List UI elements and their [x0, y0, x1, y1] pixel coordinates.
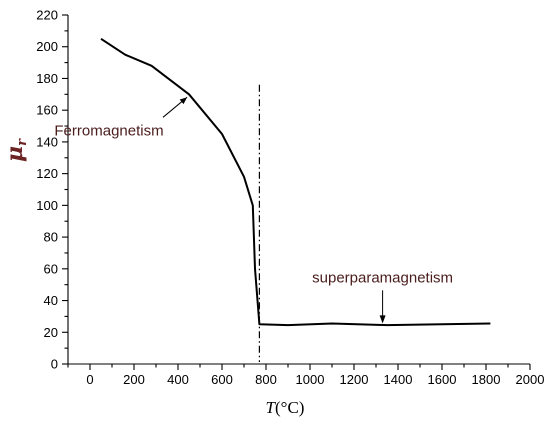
x-tick-label: 1200 [340, 372, 369, 387]
superparamagnetism-annotation: superparamagnetism [312, 269, 453, 286]
x-tick-label: 1400 [384, 372, 413, 387]
x-axis-label-unit: (°C) [275, 398, 304, 417]
axes [67, 15, 530, 365]
y-tick-label: 160 [36, 103, 58, 118]
y-tick-label: 100 [36, 198, 58, 213]
y-tick-label: 140 [36, 134, 58, 149]
y-axis-label-main: μ [2, 146, 28, 162]
y-axis-label: μr [2, 138, 30, 162]
x-tick-label: 2000 [516, 372, 545, 387]
y-axis-label-sub: r [15, 138, 30, 146]
x-tick-label: 600 [211, 372, 233, 387]
y-tick-label: 120 [36, 166, 58, 181]
x-tick-label: 200 [123, 372, 145, 387]
x-ticks: 0 200 400 600 800 1000 1200 1400 1600 1800 2000 [67, 364, 545, 387]
x-tick-label: 800 [255, 372, 277, 387]
x-tick-label: 0 [86, 372, 93, 387]
x-tick-label: 1800 [472, 372, 501, 387]
x-tick-label: 1000 [296, 372, 325, 387]
y-ticks: 0 20 40 60 80 100 120 140 160 180 200 220 [36, 8, 68, 372]
x-axis-label-var: T [266, 398, 277, 417]
y-tick-label: 20 [44, 325, 58, 340]
ferromagnetism-annotation: Ferromagnetism [54, 122, 163, 139]
y-tick-label: 80 [44, 230, 58, 245]
superparamagnetism-arrowhead [379, 315, 386, 324]
x-axis-label: T(°C) [266, 398, 305, 417]
ferromagnetism-arrowhead [179, 97, 187, 105]
y-tick-label: 220 [36, 8, 58, 23]
x-tick-label: 1600 [428, 372, 457, 387]
y-tick-label: 60 [44, 261, 58, 276]
y-tick-label: 180 [36, 71, 58, 86]
y-tick-label: 200 [36, 39, 58, 54]
annotations: Ferromagnetism superparamagnetism [54, 96, 453, 324]
x-tick-label: 400 [167, 372, 189, 387]
y-tick-label: 40 [44, 293, 58, 308]
series-line [100, 37, 491, 327]
y-tick-label: 0 [51, 357, 58, 372]
